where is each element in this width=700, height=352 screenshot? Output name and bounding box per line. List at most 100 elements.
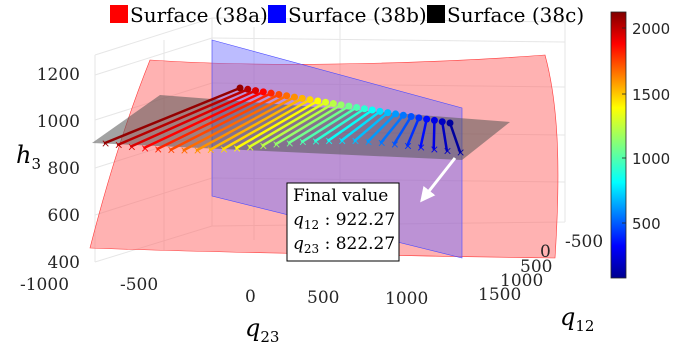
legend: Surface (38a) Surface (38b) Surface (38c… (110, 3, 584, 27)
trajectory-segment (327, 108, 374, 142)
trajectory-start-marker: × (311, 135, 320, 148)
x-tick: 1000 (385, 289, 428, 309)
legend-label-38c: Surface (38c) (447, 3, 584, 27)
trajectory-endpoint (259, 88, 267, 96)
trajectory-endpoint (392, 110, 400, 118)
trajectory-segment (103, 86, 242, 145)
trajectory-endpoint (267, 89, 275, 97)
y-tick: 1000 (500, 271, 543, 291)
trajectory-endpoint (244, 85, 252, 93)
trajectory-segment (287, 104, 351, 145)
trajectory-segment (169, 93, 281, 151)
trajectory-lines: × × × × × × × × × × × × × × × × × × × × × × × × × × × × (101, 84, 465, 159)
trajectory-segment (440, 120, 449, 152)
trajectory-endpoint (283, 92, 291, 100)
trajectory-segment (432, 119, 436, 151)
trajectory-start-marker: × (167, 144, 176, 157)
z-tick: 800 (48, 159, 80, 179)
trajectory-endpoint (438, 118, 446, 126)
legend-label-38a: Surface (38a) (130, 3, 268, 27)
z-tick: 1000 (37, 112, 80, 132)
colorbar: 2000 1500 1000 500 (610, 11, 670, 279)
x-tick: 500 (307, 288, 339, 308)
trajectory-endpoint (298, 94, 306, 102)
y-tick: 0 (540, 242, 551, 262)
trajectory-segment (208, 97, 304, 151)
annotation-title: Final value (293, 186, 388, 206)
trajectory-endpoint (446, 119, 454, 127)
z-axis-ticks: 400 600 800 1000 1200 (37, 65, 80, 273)
trajectory-start-marker: × (338, 134, 347, 147)
trajectory-segment (261, 102, 335, 147)
x-tick: -500 (120, 275, 158, 295)
trajectory-endpoint (360, 105, 368, 113)
trajectory-start-marker: × (364, 135, 373, 148)
trajectory-start-marker: × (206, 144, 215, 157)
trajectory-start-marker: × (246, 141, 255, 154)
trajectory-segment (314, 107, 366, 143)
trajectory-segment (235, 99, 320, 150)
z-tick: 1200 (37, 65, 80, 85)
trajectory-start-marker: × (377, 136, 386, 149)
trajectory-endpoint (290, 93, 298, 101)
x-tick: -1000 (20, 275, 69, 295)
trajectory-segment (143, 90, 265, 150)
legend-label-38b: Surface (38b) (288, 3, 427, 27)
trajectory-start-marker: × (114, 139, 123, 152)
z-axis-title: h3 (16, 141, 41, 173)
trajectory-start-marker: × (232, 142, 241, 155)
z-tick: 600 (48, 206, 80, 226)
y-axis-ticks: -500 0 500 1000 1500 (478, 232, 603, 305)
trajectory-endpoint (329, 100, 337, 108)
trajectory-start-marker: × (272, 138, 281, 151)
x-axis-ticks: -1000 -500 0 500 1000 (20, 275, 428, 309)
trajectory-endpoint (337, 101, 345, 109)
trajectory-start-marker: × (219, 143, 228, 156)
colorbar-tick: 1500 (632, 86, 670, 104)
trajectory-start-marker: × (298, 136, 307, 149)
trajectory-segment (300, 106, 358, 143)
trajectory-segment (448, 121, 462, 154)
colorbar-tick: 500 (632, 215, 661, 233)
trajectory-start-marker: × (430, 143, 439, 156)
trajectory-endpoint (430, 116, 438, 124)
trajectory-endpoint (368, 106, 376, 114)
trajectory-start-marker: × (417, 141, 426, 154)
trajectory-segment (156, 91, 273, 151)
trajectory-start-marker: × (403, 139, 412, 152)
trajectory-endpoint (399, 111, 407, 119)
trajectory-segment (248, 101, 327, 149)
trajectory-start-marker: × (180, 144, 189, 157)
y-axis-title: q12 (560, 303, 594, 335)
trajectory-start-marker: × (154, 143, 163, 156)
legend-swatch-38b (268, 5, 286, 23)
trajectory-start-marker: × (101, 137, 110, 150)
trajectory-start-marker: × (259, 139, 268, 152)
trajectory-endpoint (423, 115, 431, 123)
trajectory-endpoint (415, 114, 423, 122)
trajectory-start-marker: × (456, 146, 465, 159)
annotation-line-q12: q12 : 922.27 (293, 210, 395, 232)
z-tick: 400 (48, 253, 80, 273)
trajectory-start-marker: × (443, 144, 452, 157)
y-tick: 1500 (478, 285, 521, 305)
trajectory-segment (353, 111, 390, 142)
y-tick: 500 (520, 257, 552, 277)
trajectory-endpoint (314, 97, 322, 105)
x-axis-title: q23 (245, 314, 279, 346)
colorbar-bar (610, 11, 627, 279)
trajectory-endpoint (353, 103, 361, 111)
y-tick: -500 (565, 232, 603, 252)
legend-swatch-38a (110, 5, 128, 23)
trajectory-endpoint (322, 98, 330, 106)
trajectory-endpoint (376, 107, 384, 115)
trajectory-segment (182, 94, 288, 152)
x-tick: 0 (245, 287, 256, 307)
trajectory-start-marker: × (390, 138, 399, 151)
annotation-arrow (420, 157, 457, 203)
trajectory-segment (195, 95, 296, 152)
legend-swatch-38c (427, 5, 445, 23)
trajectory-segment (340, 110, 382, 142)
trajectory-segment (406, 116, 421, 147)
trajectory-endpoint (306, 96, 314, 104)
